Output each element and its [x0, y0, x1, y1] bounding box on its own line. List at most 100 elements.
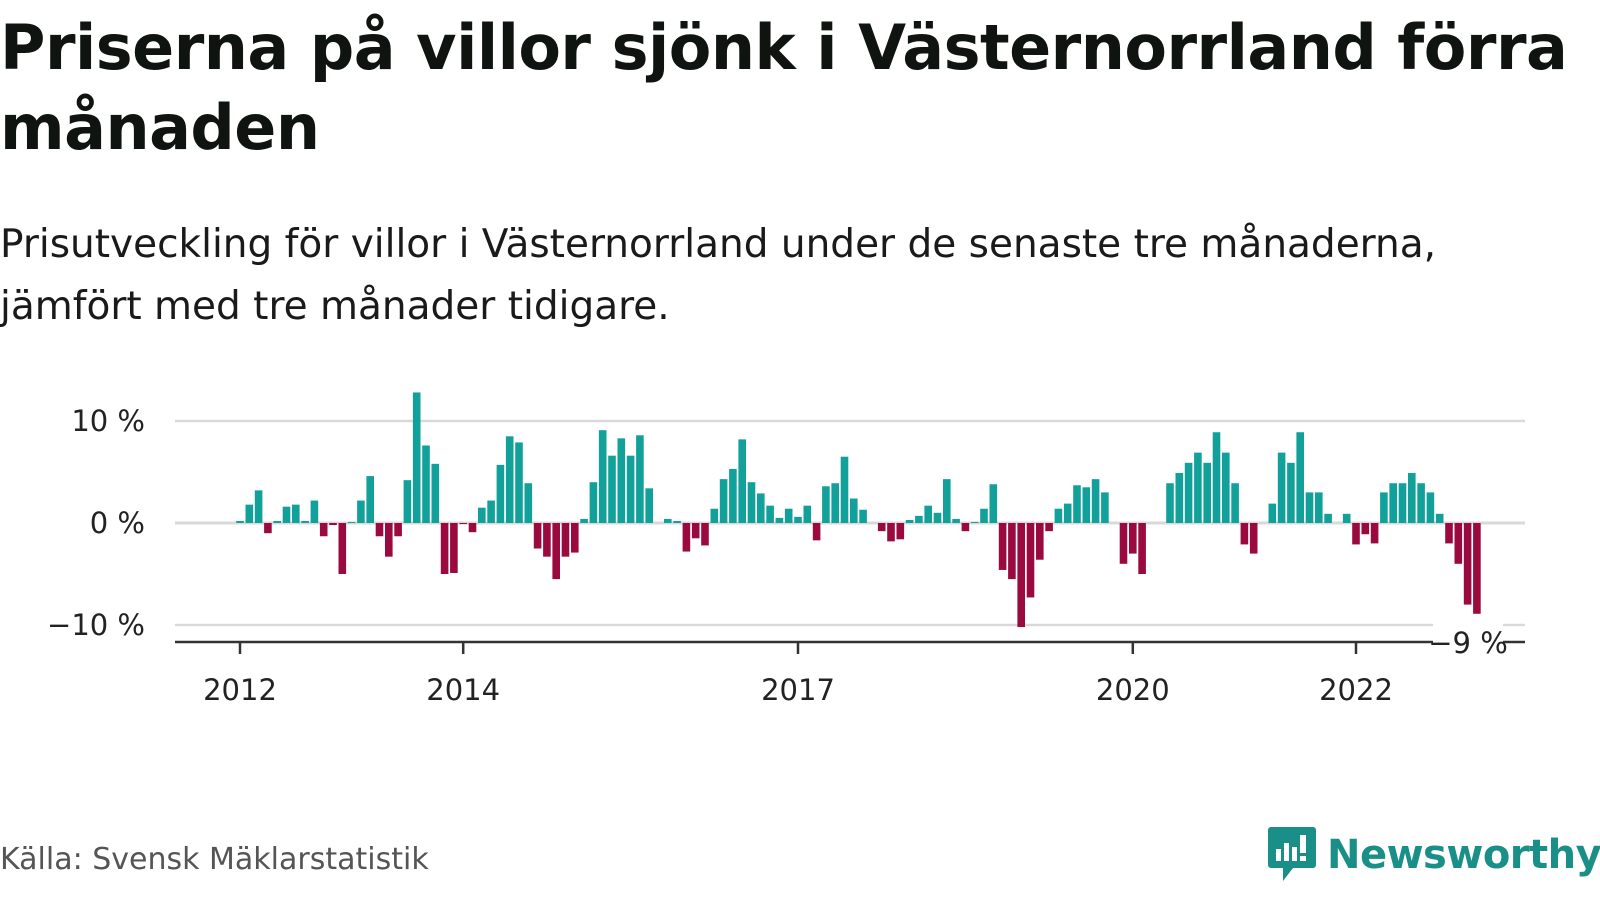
- last-value-annotation: −9 %: [1428, 622, 1508, 660]
- chart-title: Priserna på villor sjönk i Västernorrlan…: [0, 11, 1568, 164]
- brand-name: Newsworthy: [1327, 832, 1600, 878]
- y-tick-label: 10 %: [71, 404, 145, 438]
- bar: [236, 520, 244, 523]
- bar: [1445, 523, 1453, 544]
- bar: [1045, 523, 1053, 532]
- bar: [757, 493, 765, 523]
- bar: [952, 518, 960, 523]
- bar: [264, 523, 272, 534]
- last-value-label: −9 %: [1428, 626, 1508, 660]
- bar: [1184, 462, 1193, 523]
- bar: [450, 523, 458, 573]
- bar: [896, 523, 905, 540]
- bar: [468, 523, 477, 533]
- bar: [496, 464, 505, 523]
- bar: [282, 506, 291, 523]
- x-tick-label: 2014: [426, 673, 500, 707]
- bar: [487, 500, 495, 523]
- bar: [571, 523, 579, 553]
- bar: [524, 483, 533, 523]
- bar: [422, 445, 430, 523]
- bar: [664, 518, 672, 523]
- x-tick-label: 2020: [1096, 673, 1170, 707]
- bar: [1454, 523, 1463, 564]
- bar: [961, 523, 970, 532]
- bar: [1435, 513, 1444, 523]
- bar: [347, 521, 356, 523]
- source-note: Källa: Svensk Mäklarstatistik: [0, 842, 429, 877]
- bar: [431, 463, 440, 523]
- bar: [1138, 523, 1146, 574]
- bar: [701, 523, 709, 546]
- bar: [1008, 523, 1016, 580]
- bar: [1017, 523, 1025, 628]
- bar: [840, 456, 849, 523]
- bar: [729, 468, 737, 523]
- bar: [1305, 492, 1314, 523]
- bar: [645, 488, 653, 523]
- bar: [1129, 523, 1137, 554]
- bar: [385, 523, 393, 557]
- x-axis-ticks: 2012 2014 2017 2020 2022: [203, 642, 1393, 707]
- bar: [1370, 523, 1379, 544]
- bar: [1166, 483, 1174, 523]
- x-tick-label: 2012: [203, 673, 277, 707]
- bar: [887, 523, 895, 542]
- bar: [543, 523, 551, 557]
- bar: [478, 507, 486, 523]
- bar: [747, 482, 756, 523]
- newsworthy-logo-icon: [1268, 827, 1316, 881]
- bar: [1398, 483, 1407, 523]
- bar: [1240, 523, 1249, 545]
- bar: [1417, 483, 1425, 523]
- bar: [561, 523, 570, 557]
- bar: [292, 504, 300, 523]
- bar: [1296, 432, 1304, 523]
- bar: [738, 439, 746, 523]
- annotation-background: [1433, 622, 1503, 660]
- bar: [1036, 523, 1044, 560]
- bar: [1231, 483, 1239, 523]
- bar: [859, 509, 867, 523]
- bar: [245, 504, 254, 523]
- bar: [589, 482, 598, 523]
- bar: [1473, 523, 1481, 614]
- x-tick-label: 2017: [761, 673, 835, 707]
- bar: [636, 435, 644, 523]
- bar: [1287, 462, 1295, 523]
- bar: [1426, 492, 1435, 523]
- bar: [459, 523, 467, 525]
- bar: [933, 512, 942, 523]
- bar: [831, 483, 839, 523]
- bar: [1101, 492, 1109, 523]
- bar: [989, 484, 998, 523]
- bar: [1463, 523, 1472, 605]
- bar: [803, 505, 812, 523]
- bar: [301, 520, 309, 523]
- bar: [980, 508, 988, 523]
- bar: [366, 476, 374, 523]
- bar: [943, 479, 951, 523]
- bar: [412, 392, 421, 523]
- bar: [682, 523, 691, 552]
- bar: [970, 521, 979, 523]
- bar: [1380, 492, 1388, 523]
- bar: [1389, 483, 1397, 523]
- bar: [319, 523, 328, 537]
- bar: [924, 505, 932, 523]
- bar: [598, 430, 607, 523]
- bar: [552, 523, 560, 580]
- bar: [1119, 523, 1128, 564]
- bar: [784, 508, 793, 523]
- bar: [1082, 487, 1091, 523]
- brand-logo[interactable]: Newsworthy: [1267, 824, 1600, 886]
- bar: [254, 490, 263, 523]
- bar-chart: 10 % 0 % −10 % 2012 2014 2017 2020 2022 −9 %: [47, 392, 1525, 707]
- y-tick-label: −10 %: [47, 608, 145, 642]
- bar: [1203, 462, 1211, 523]
- bar: [375, 523, 384, 537]
- bar: [310, 500, 319, 523]
- bar: [794, 516, 802, 523]
- bar: [719, 479, 728, 523]
- y-axis-ticks: 10 % 0 % −10 %: [47, 404, 145, 642]
